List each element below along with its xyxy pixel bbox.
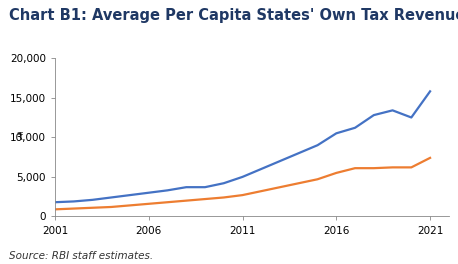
Club 1: [371, 114, 376, 117]
Club 1: [52, 201, 58, 204]
Text: Source: RBI staff estimates.: Source: RBI staff estimates.: [9, 251, 153, 261]
Club 1: [296, 152, 301, 155]
Club 1: [277, 159, 283, 163]
Club 2: [277, 186, 283, 189]
Club 2: [258, 190, 264, 193]
Club 1: [427, 90, 433, 93]
Club 1: [165, 189, 170, 192]
Text: ₹: ₹: [16, 132, 23, 142]
Club 1: [221, 182, 227, 185]
Club 2: [315, 178, 320, 181]
Club 1: [184, 186, 189, 189]
Club 1: [333, 132, 339, 135]
Club 1: [409, 116, 414, 119]
Club 2: [184, 199, 189, 202]
Club 2: [371, 167, 376, 170]
Club 2: [109, 205, 114, 209]
Club 1: [315, 144, 320, 147]
Club 2: [165, 201, 170, 204]
Club 1: [390, 109, 395, 112]
Club 2: [71, 207, 76, 210]
Text: Chart B1: Average Per Capita States' Own Tax Revenue: Chart B1: Average Per Capita States' Own…: [9, 8, 458, 23]
Club 1: [127, 194, 133, 197]
Club 1: [90, 198, 95, 201]
Line: Club 1: Club 1: [55, 91, 430, 202]
Club 1: [240, 175, 245, 178]
Club 1: [202, 186, 208, 189]
Club 2: [333, 171, 339, 175]
Club 2: [202, 197, 208, 201]
Club 2: [427, 156, 433, 159]
Club 1: [109, 196, 114, 199]
Club 1: [352, 126, 358, 129]
Club 2: [296, 182, 301, 185]
Club 2: [409, 166, 414, 169]
Club 1: [71, 200, 76, 203]
Club 2: [90, 206, 95, 209]
Club 2: [352, 167, 358, 170]
Club 2: [127, 204, 133, 207]
Club 2: [390, 166, 395, 169]
Club 2: [146, 202, 152, 205]
Club 1: [258, 167, 264, 171]
Club 2: [221, 196, 227, 199]
Club 2: [52, 208, 58, 211]
Club 1: [146, 191, 152, 194]
Club 2: [240, 194, 245, 197]
Line: Club 2: Club 2: [55, 158, 430, 209]
